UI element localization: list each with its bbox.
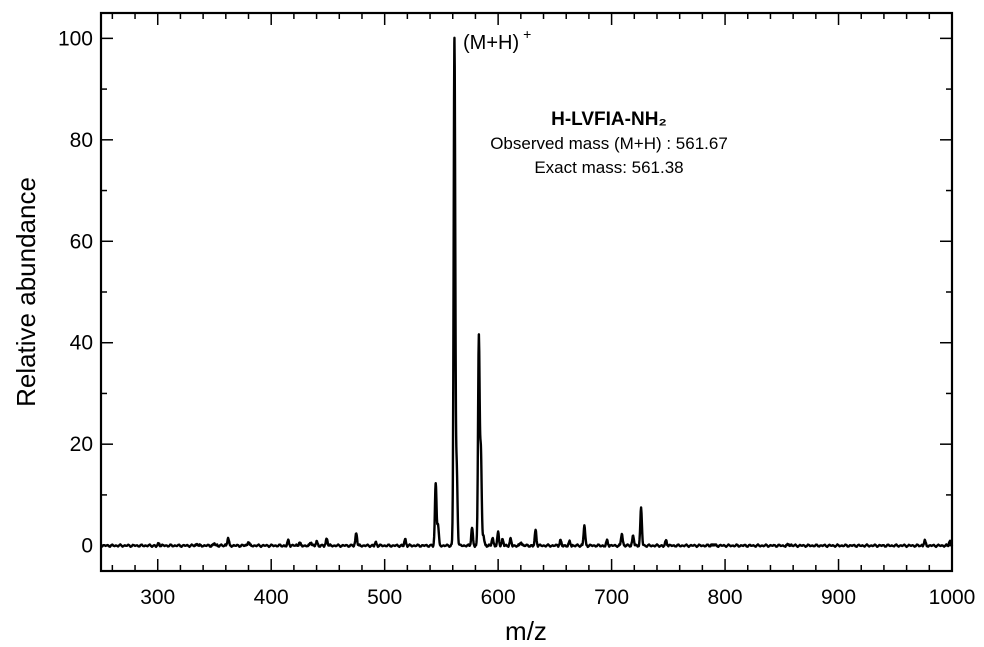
compound-name: H-LVFIA-NH₂ [551,109,667,130]
y-tick-label: 80 [70,129,93,152]
peak-label-superscript: + [523,26,531,42]
y-tick-label: 40 [70,332,93,355]
axis-ticks [101,13,953,571]
x-axis-title: m/z [505,616,547,646]
exact-mass: Exact mass: 561.38 [534,158,683,177]
spectrum-trace [100,36,954,549]
x-tick-label: 900 [821,586,856,609]
x-tick-label: 800 [708,586,743,609]
plot-frame [99,11,954,573]
y-axis-title: Relative abundance [11,177,41,407]
x-tick-label: 700 [594,586,629,609]
x-tick-label: 400 [254,586,289,609]
y-tick-label: 60 [70,230,93,253]
axis-tick-labels: 300 400 500 600 700 800 900 1000 0 20 40 60 80 100 [58,27,975,609]
x-tick-label: 600 [481,586,516,609]
peak-label: (M+H) + [463,26,531,54]
x-tick-label: 1000 [929,586,976,609]
y-tick-label: 0 [81,535,93,558]
y-tick-label: 100 [58,27,93,50]
x-tick-label: 500 [367,586,402,609]
peak-label-main: (M+H) [463,32,519,54]
y-tick-label: 20 [70,433,93,456]
observed-mass: Observed mass (M+H) : 561.67 [490,134,728,153]
x-tick-label: 300 [140,586,175,609]
